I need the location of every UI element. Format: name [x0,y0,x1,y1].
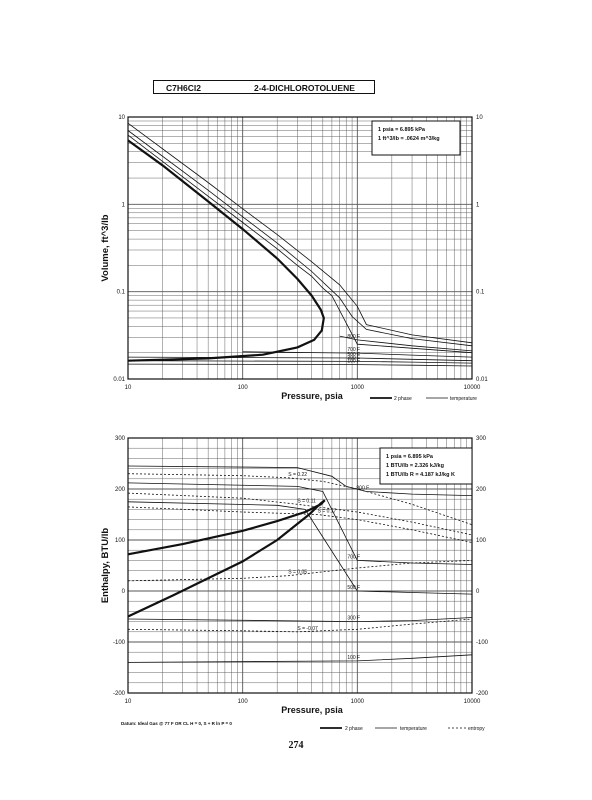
y-tick-label-right: 100 [476,538,487,544]
two-phase-line [127,499,326,618]
x-tick-label: 10000 [464,699,481,705]
conversion-text: 1 psia = 6.895 kPa [386,454,434,460]
y-tick-label-left: 1 [122,202,126,208]
y-tick-label-left: 0 [122,589,126,595]
y-tick-label-left: 10 [118,115,125,121]
two-phase-line [127,139,325,362]
entropy-line [127,506,473,543]
legend-label: temperature [400,726,427,732]
x-tick-label: 1000 [351,385,365,391]
temperature-line [127,654,473,663]
x-tick-label: 1000 [351,699,365,705]
y-tick-label-left: 0.01 [113,377,125,383]
series-line [127,130,473,347]
x-tick-label: 10 [125,699,132,705]
y-axis-label: Volume, ft^3/lb [100,214,111,281]
y-tick-label-right: 300 [476,436,487,442]
temperature-label: 100 F [347,655,360,661]
x-tick-label: 100 [238,699,249,705]
y-tick-label-right: 200 [476,487,487,493]
entropy-label: S = -0.07 [297,626,318,632]
chart-2: 10 100 1000 100003002001000-100-20030020010… [100,436,489,732]
series-line [127,134,473,354]
temperature-line [127,465,473,496]
y-tick-label-right: 0.01 [476,377,488,383]
temperature-label: 700 F [347,347,360,353]
datum-footnote: Datum: Ideal Gas @ 77 F OR CL H = 0, S +… [121,721,232,726]
plot-frame [127,116,473,380]
temperature-label: 300 F [347,355,360,361]
temperature-line [127,356,473,362]
temperature-label: 800 F [356,486,369,492]
y-tick-label-left: 0.1 [117,290,126,296]
plot-frame [127,437,473,694]
legend-label: 2 phase [345,726,363,732]
y-tick-label-right: 10 [476,115,483,121]
entropy-line [127,492,473,536]
legend-label: 2 phase [394,396,412,402]
page-number: 274 [288,740,304,751]
temperature-line [127,363,473,367]
entropy-label: S = 0.11 [297,498,316,504]
x-axis-label: Pressure, psia [281,705,344,715]
temperature-label: 800 F [347,334,360,340]
x-tick-label: 100 [238,385,249,391]
temperature-label: 500 F [347,352,360,358]
y-tick-label-right: 0.1 [476,290,485,296]
temperature-line [339,335,473,352]
y-tick-label-right: -200 [476,691,489,697]
y-tick-label-right: -100 [476,640,489,646]
chart-title-box: C7H6Cl2 2-4-DICHLOROTOLUENE [153,80,375,94]
temperature-line [127,501,473,595]
temperature-line [127,360,473,364]
compound-name: 2-4-DICHLOROTOLUENE [254,83,355,93]
x-tick-label: 10000 [464,385,481,391]
y-tick-label-right: 1 [476,202,480,208]
legend-label: entropy [468,726,485,732]
entropy-label: S = 0.05 [288,570,307,576]
y-tick-label-left: -100 [113,640,126,646]
legend-label: temperature [450,396,477,402]
temperature-label: 700 F [347,554,360,560]
entropy-label: S = 0.22 [288,472,307,478]
y-tick-label-left: 200 [115,487,126,493]
y-tick-label-left: 100 [115,538,126,544]
conversion-text: 1 BTU/lb = 2.326 kJ/kg [386,463,444,469]
temperature-label: 500 F [347,585,360,591]
temperature-label: 100 F [347,359,360,365]
temperature-line [127,617,473,623]
temperature-line [127,482,473,565]
conversion-box [371,120,461,156]
conversion-text: 1 BTU/lb R = 4.187 kJ/kg K [386,472,455,478]
y-tick-label-left: -200 [113,691,126,697]
compound-formula: C7H6Cl2 [166,83,201,93]
conversion-text: 1 ft^3/lb = .0624 m^3/kg [378,136,440,142]
y-axis-label: Enthalpy, BTU/lb [100,528,111,603]
y-tick-label-left: 300 [115,436,126,442]
temperature-line [242,351,473,358]
series-line [127,122,473,344]
conversion-box [379,447,473,485]
temperature-label: 300 F [347,616,360,622]
x-axis-label: Pressure, psia [281,391,344,401]
entropy-label: S = 0.17 [318,509,337,515]
conversion-text: 1 psia = 6.895 kPa [378,127,426,133]
chart-1: 10 100 1000 100001010.10.011010.10.01Pressu… [100,115,488,402]
x-tick-label: 10 [125,385,132,391]
y-tick-label-right: 0 [476,589,480,595]
